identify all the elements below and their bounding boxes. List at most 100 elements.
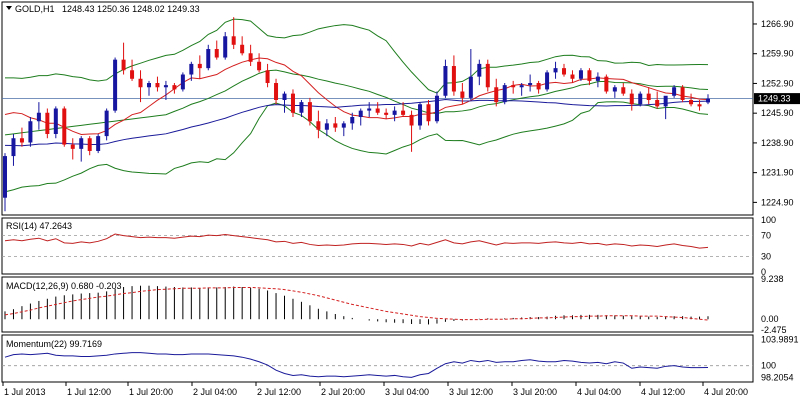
- fast-ma-line: [4, 57, 709, 136]
- macd-pane-frame: [1, 276, 754, 333]
- candle-body: [282, 93, 287, 101]
- time-tick-label: 3 Jul 12:00: [449, 387, 493, 397]
- candle-body: [511, 85, 516, 88]
- momentum-tick-label: 103.9891: [761, 335, 799, 345]
- candle-body: [96, 136, 101, 151]
- rsi-tick-label: 100: [761, 215, 776, 225]
- candle-body: [519, 85, 524, 88]
- momentum-title: Momentum(22) 99.7169: [6, 339, 102, 349]
- time-tick-label: 2 Jul 04:00: [193, 387, 237, 397]
- candle-body: [172, 85, 177, 90]
- candle-body: [477, 63, 482, 77]
- macd-tick-label: 0.00: [761, 314, 779, 324]
- time-tick-label: 3 Jul 20:00: [513, 387, 557, 397]
- candle-body: [434, 95, 439, 122]
- candle-body: [485, 63, 490, 88]
- candle-body: [646, 93, 651, 101]
- candle-body: [375, 108, 380, 113]
- candle-body: [680, 87, 685, 101]
- candle-body: [248, 53, 253, 62]
- candle-body: [53, 108, 58, 134]
- candle-body: [121, 59, 126, 71]
- time-tick-label: 1 Jul 12:00: [67, 387, 111, 397]
- candle-body: [274, 83, 279, 101]
- candle-body: [494, 87, 499, 103]
- rsi-title: RSI(14) 47.2643: [6, 221, 72, 231]
- chart-title: GOLD,H1: [15, 4, 55, 14]
- candle-body: [257, 61, 262, 71]
- time-tick-label: 4 Jul 20:00: [704, 387, 748, 397]
- rsi-tick-label: 30: [761, 251, 771, 261]
- momentum-pane-frame: [1, 334, 754, 383]
- rsi-tick-label: 70: [761, 231, 771, 241]
- price-tick-label: 1252.90: [761, 78, 794, 88]
- candle-body: [562, 68, 567, 75]
- candle-body: [612, 87, 617, 92]
- candle-body: [113, 59, 118, 111]
- candle-body: [401, 110, 406, 115]
- rsi-layer: [2, 233, 753, 257]
- candle-body: [367, 108, 372, 111]
- momentum-line: [4, 352, 709, 378]
- candle-body: [155, 83, 160, 88]
- candle-body: [197, 63, 202, 69]
- current-price-tag: [754, 93, 800, 105]
- candle-body: [79, 138, 84, 149]
- candle-body: [629, 93, 634, 105]
- slow-ma-line: [4, 98, 709, 147]
- time-tick-label: 1 Jul 20:00: [129, 387, 173, 397]
- bollinger-middle-line: [4, 69, 709, 136]
- candle-body: [392, 110, 397, 115]
- candle-body: [87, 138, 92, 151]
- chart-title-triangle-icon: [6, 6, 12, 10]
- time-tick-label: 3 Jul 04:00: [385, 387, 429, 397]
- candle-body: [689, 100, 694, 105]
- current-price-label: 1249.33: [758, 94, 791, 104]
- candle-body: [384, 112, 389, 115]
- candle-body: [468, 76, 473, 98]
- ohlc-readout: 1248.43 1250.36 1248.02 1249.33: [62, 4, 200, 14]
- candle-body: [418, 104, 423, 126]
- candle-body: [19, 138, 24, 143]
- candle-body: [299, 102, 304, 113]
- candle-body: [341, 123, 346, 128]
- candle-body: [28, 121, 33, 143]
- candle-body: [570, 74, 575, 79]
- price-pane-frame: [1, 1, 754, 216]
- candle-body: [358, 110, 363, 117]
- candle-body: [638, 93, 643, 105]
- macd-tick-label: 9.238: [761, 274, 784, 284]
- time-tick-label: 2 Jul 20:00: [321, 387, 365, 397]
- candle-body: [697, 104, 702, 107]
- macd-tick-label: -2.475: [761, 325, 787, 335]
- candle-body: [214, 49, 219, 58]
- candle-body: [206, 49, 211, 69]
- momentum-tick-label: 98.2054: [761, 372, 794, 382]
- candle-body: [595, 76, 600, 81]
- candle-body: [451, 66, 456, 92]
- candle-body: [45, 112, 50, 134]
- rsi-tick-label: 0: [761, 267, 766, 277]
- price-tick-label: 1231.90: [761, 168, 794, 178]
- candle-body: [189, 63, 194, 75]
- candle-body: [460, 91, 465, 98]
- rsi-pane-frame: [1, 217, 754, 275]
- candle-body: [11, 138, 16, 157]
- candle-body: [146, 83, 151, 88]
- candle-body: [36, 112, 41, 122]
- candle-body: [231, 36, 236, 45]
- candle-body: [130, 70, 135, 79]
- candle-body: [180, 74, 185, 90]
- candle-body: [426, 104, 431, 122]
- time-tick-label: 2 Jul 12:00: [257, 387, 301, 397]
- candle-body: [240, 44, 245, 54]
- candle-body: [553, 68, 558, 73]
- candle-body: [587, 70, 592, 81]
- candle-body: [672, 87, 677, 96]
- momentum-tick-label: 100: [761, 361, 776, 371]
- candle-body: [223, 36, 228, 58]
- candle-body: [528, 83, 533, 86]
- candle-body: [3, 156, 7, 198]
